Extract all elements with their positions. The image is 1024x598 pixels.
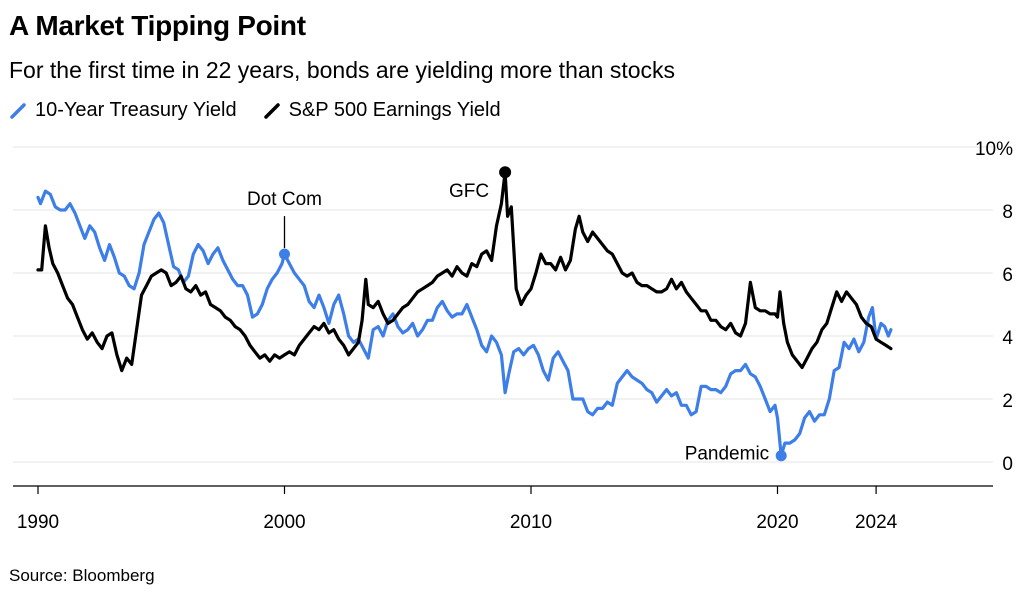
- annotation-label: GFC: [449, 181, 489, 202]
- legend-item-earnings: S&P 500 Earnings Yield: [263, 99, 501, 122]
- annotation-label: Dot Com: [247, 189, 322, 210]
- annotation-dot: [499, 166, 512, 179]
- y-tick-label: 10%: [975, 139, 1013, 160]
- legend-swatch-treasury: [10, 102, 26, 119]
- earnings-yield-line: [36, 170, 893, 373]
- chart-subtitle: For the first time in 22 years, bonds ar…: [9, 57, 676, 83]
- legend-label-treasury: 10-Year Treasury Yield: [35, 99, 237, 121]
- y-tick-label: 8: [1002, 202, 1013, 223]
- y-tick-label: 0: [1002, 454, 1013, 475]
- legend-item-treasury: 10-Year Treasury Yield: [9, 99, 237, 122]
- source-note: Source: Bloomberg: [9, 566, 155, 585]
- x-tick-label: 2020: [756, 512, 798, 533]
- y-tick-label: 4: [1002, 328, 1013, 349]
- x-tick-label: 2010: [510, 512, 552, 533]
- x-tick-label: 2024: [855, 512, 898, 533]
- legend-swatch-earnings: [263, 102, 280, 119]
- treasury-yield-line: [36, 189, 893, 458]
- chart-title: A Market Tipping Point: [9, 10, 306, 41]
- annotation-label: Pandemic: [685, 444, 770, 465]
- y-tick-label: 2: [1002, 391, 1013, 412]
- x-tick-label: 2000: [263, 512, 305, 533]
- legend-label-earnings: S&P 500 Earnings Yield: [288, 99, 501, 121]
- legend: 10-Year Treasury Yield S&P 500 Earnings …: [9, 99, 527, 122]
- annotation-dot: [279, 248, 290, 260]
- x-tick-label: 1990: [17, 512, 59, 533]
- y-tick-label: 6: [1002, 265, 1013, 286]
- annotation-dot: [775, 450, 787, 462]
